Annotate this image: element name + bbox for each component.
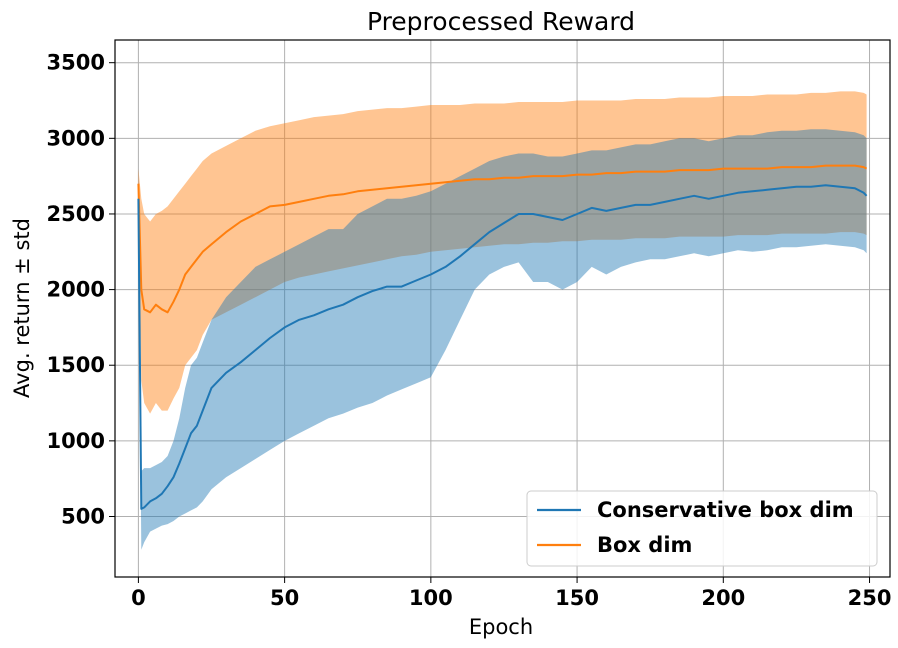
legend: Conservative box dim Box dim — [526, 490, 878, 567]
x-tick-label: 50 — [270, 586, 299, 610]
legend-label-box-dim: Box dim — [597, 533, 692, 557]
mean-line-conservative-box-dim — [137, 184, 868, 510]
plot-frame — [114, 39, 891, 578]
y-tick-label: 1500 — [47, 353, 105, 377]
y-axis-ticks: 500 1000 1500 2000 2500 3000 3500 — [47, 51, 115, 528]
std-band-conservative-box-dim — [138, 129, 867, 550]
y-tick-label: 1000 — [47, 429, 105, 453]
legend-box — [526, 490, 878, 567]
x-tick-label: 0 — [131, 586, 146, 610]
x-axis-ticks: 0 50 100 150 200 250 — [131, 577, 891, 610]
x-tick-label: 150 — [555, 586, 599, 610]
x-tick-label: 200 — [701, 586, 745, 610]
std-bands — [138, 91, 867, 550]
y-tick-label: 3000 — [47, 126, 105, 150]
std-band-box-dim — [138, 91, 867, 414]
y-tick-label: 500 — [61, 504, 105, 528]
y-tick-label: 3500 — [47, 51, 105, 75]
x-axis-label: Epoch — [469, 615, 533, 639]
grid — [115, 40, 890, 577]
y-tick-label: 2000 — [47, 278, 105, 302]
x-tick-label: 250 — [848, 586, 892, 610]
chart-title: Preprocessed Reward — [367, 7, 635, 36]
series-lines — [137, 164, 868, 510]
x-tick-label: 100 — [409, 586, 453, 610]
mean-line-box-dim — [137, 164, 868, 314]
legend-label-conservative-box-dim: Conservative box dim — [597, 498, 854, 522]
y-tick-label: 2500 — [47, 202, 105, 226]
y-axis-label: Avg. return ± std — [10, 218, 34, 398]
